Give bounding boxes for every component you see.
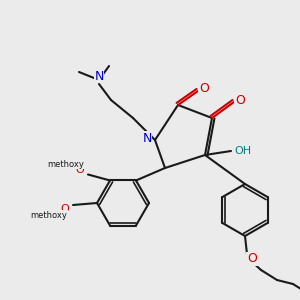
Text: O: O: [61, 204, 69, 214]
Text: N: N: [142, 131, 152, 145]
Text: methoxy: methoxy: [48, 160, 84, 169]
Text: O: O: [199, 82, 209, 95]
Text: O: O: [235, 94, 245, 106]
Text: O: O: [76, 166, 84, 176]
Text: N: N: [94, 70, 104, 83]
Text: O: O: [247, 253, 257, 266]
Text: OH: OH: [234, 146, 252, 156]
Text: methoxy: methoxy: [31, 211, 68, 220]
